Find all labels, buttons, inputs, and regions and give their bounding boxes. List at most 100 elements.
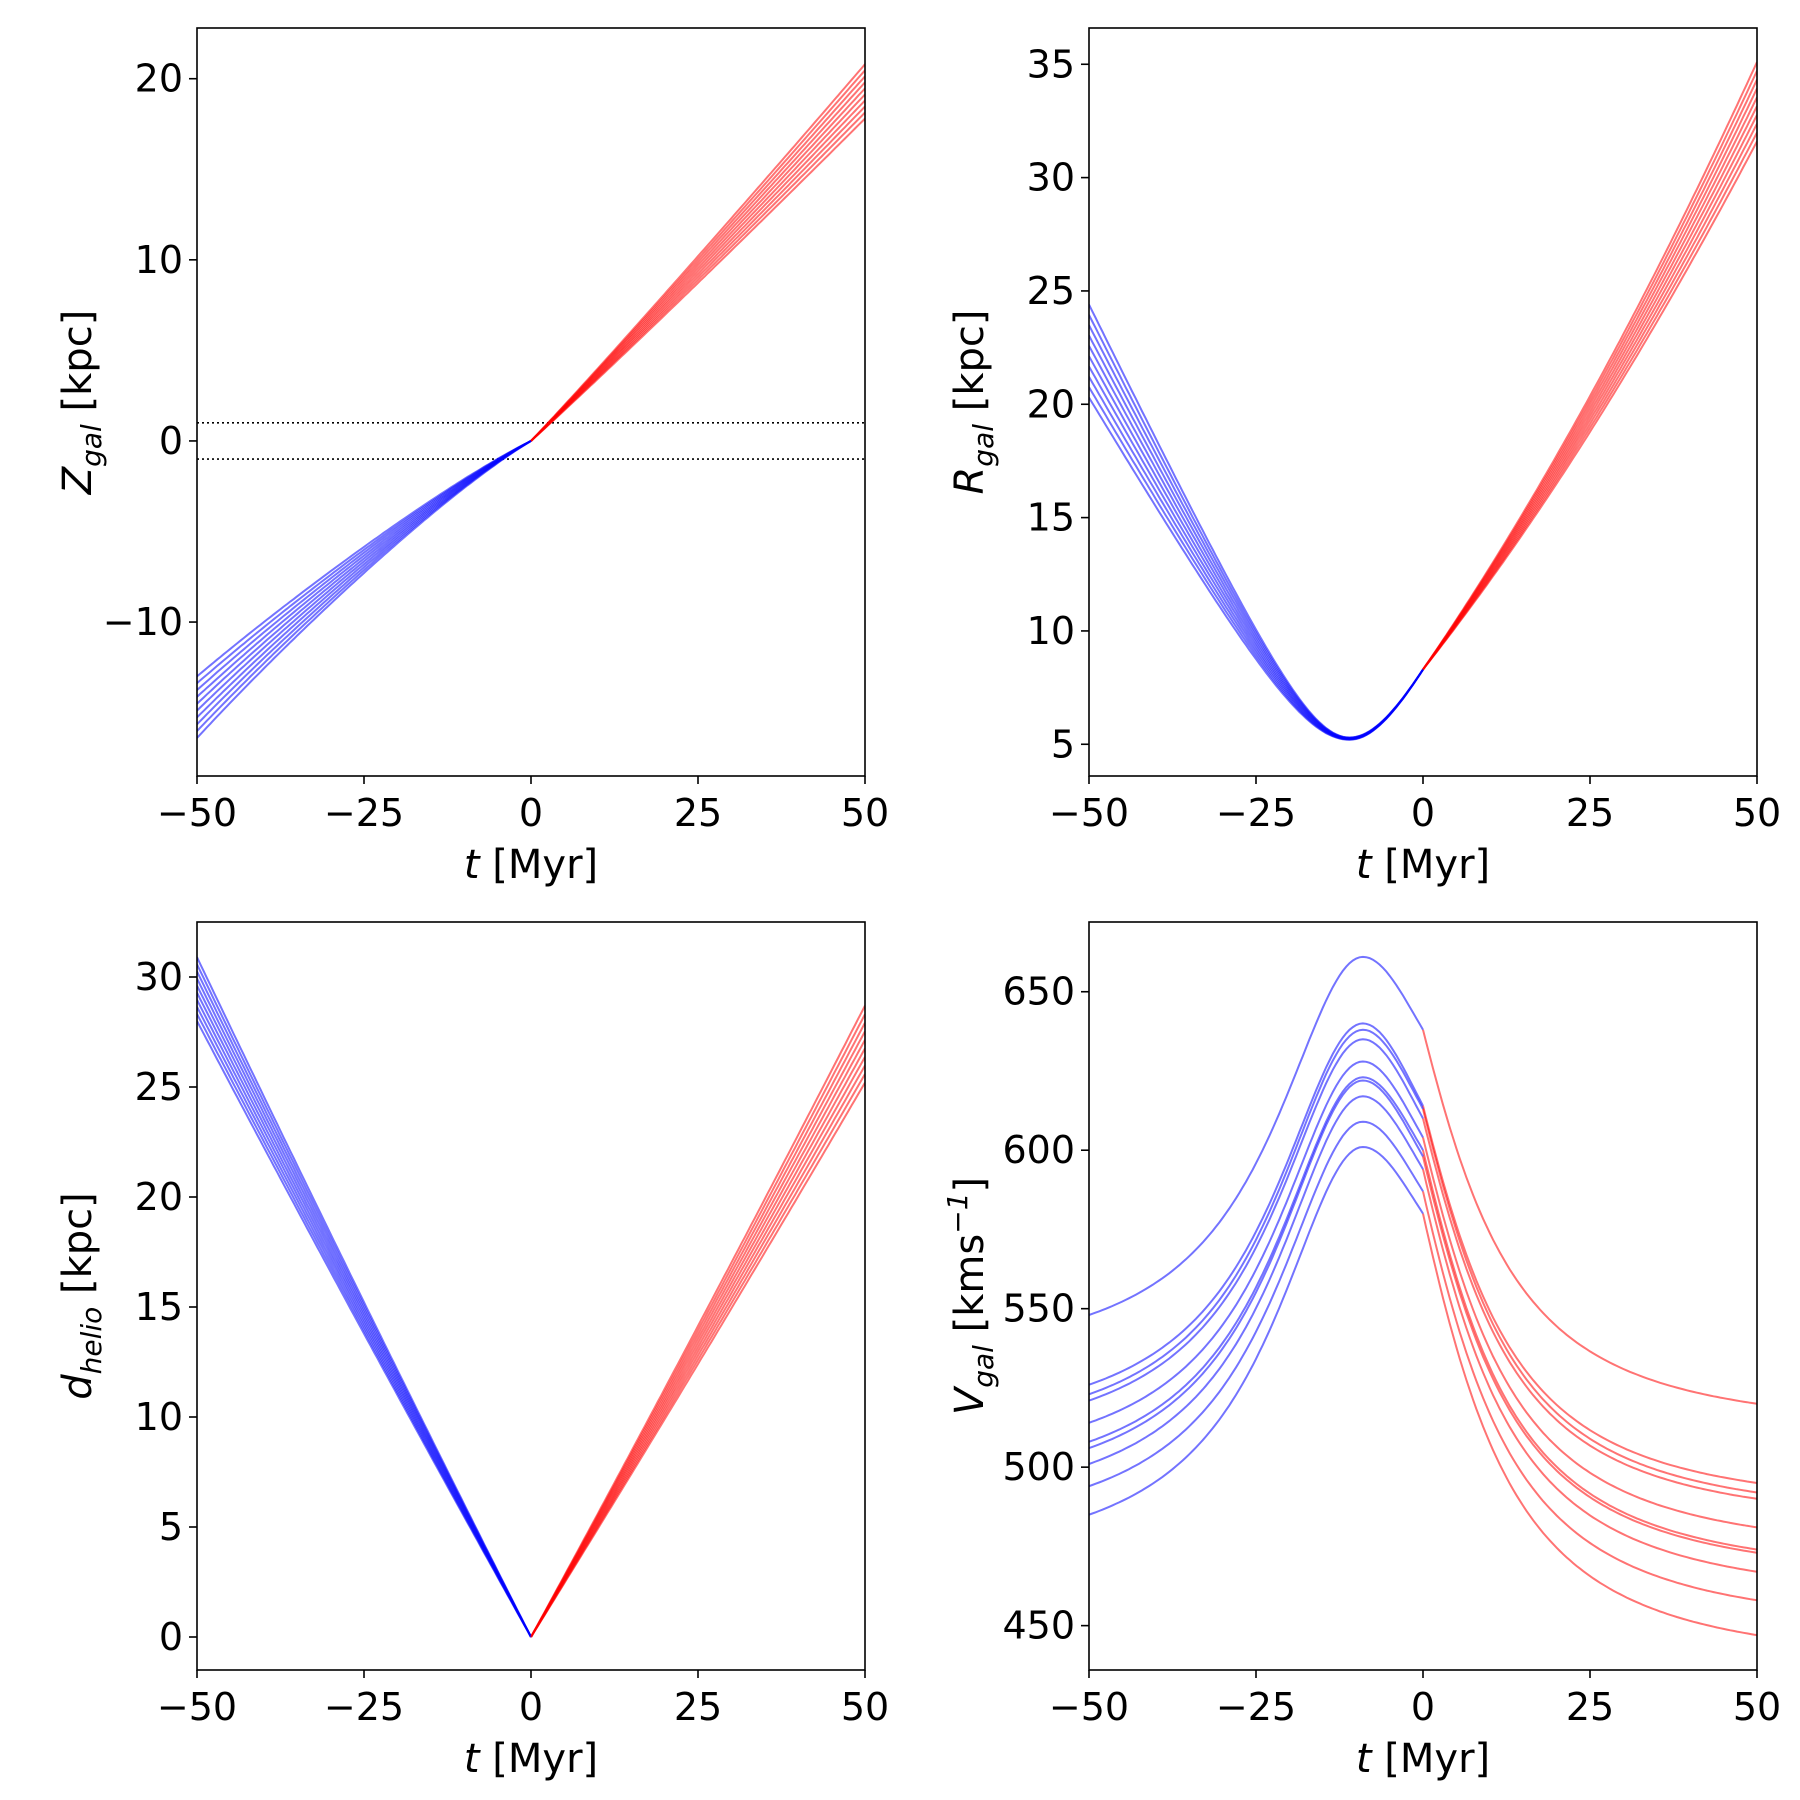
y-tick-label: 10	[135, 1395, 183, 1439]
orbit-past-line	[197, 440, 532, 678]
y-tick-label: −10	[103, 600, 183, 644]
orbit-past-line	[197, 956, 532, 1638]
y-tick-label: 25	[135, 1065, 183, 1109]
orbit-lines	[1089, 955, 1757, 1637]
x-axis-label: t [Myr]	[1356, 842, 1490, 888]
orbit-past-line	[197, 440, 532, 719]
orbit-past-line	[1089, 1028, 1424, 1396]
y-axis-label: dhelio [kpc]	[55, 1192, 108, 1400]
y-tick-label: 650	[1002, 970, 1075, 1014]
orbit-future-line	[1422, 1213, 1757, 1637]
x-tick-label: 50	[1733, 791, 1781, 835]
orbit-future-line	[1422, 1137, 1757, 1529]
x-tick-label: −25	[324, 791, 404, 835]
y-axis-main: R	[947, 467, 993, 495]
y-tick-label: 5	[1051, 722, 1075, 766]
orbit-future-line	[1422, 1168, 1757, 1573]
y-tick-label: 20	[135, 57, 183, 101]
x-tick-label: 50	[1733, 1685, 1781, 1729]
x-axis-label: t [Myr]	[464, 842, 598, 888]
y-tick-label: 10	[135, 238, 183, 282]
orbit-past-line	[1089, 1120, 1424, 1488]
orbit-past-line	[1089, 1079, 1424, 1450]
y-tick-label: 450	[1002, 1604, 1075, 1648]
orbit-past-line	[1089, 335, 1424, 740]
y-tick-label: 5	[159, 1505, 183, 1549]
x-axis-var: t	[464, 1736, 481, 1782]
x-tick-label: 50	[841, 1685, 889, 1729]
x-axis-unit: [Myr]	[1372, 1736, 1491, 1782]
x-tick-label: 25	[674, 1685, 722, 1729]
orbit-past-line	[197, 440, 532, 712]
x-tick-label: −25	[324, 1685, 404, 1729]
x-tick-label: 25	[1566, 1685, 1614, 1729]
orbit-future-line	[1422, 1108, 1757, 1494]
y-tick-label: 30	[1027, 156, 1075, 200]
x-tick-label: −25	[1216, 791, 1296, 835]
y-tick-label: 30	[135, 955, 183, 999]
axes-frame	[196, 27, 866, 777]
y-axis-main: V	[947, 1385, 993, 1415]
y-tick-label: 500	[1002, 1445, 1075, 1489]
y-axis-sub: gal	[967, 424, 1000, 467]
x-tick-label: −50	[1049, 1685, 1129, 1729]
orbit-past-line	[1089, 1145, 1424, 1516]
y-axis-label: Zgal [kpc]	[55, 310, 108, 496]
x-axis-unit: [Myr]	[1372, 842, 1491, 888]
y-axis-unit: [kpc]	[947, 310, 993, 424]
panel-v: −50 −25 0 25 50 450 500 550 600 650 t [Myr] Vgal [k…	[941, 921, 1781, 1782]
x-tick-label: 25	[674, 791, 722, 835]
x-axis-var: t	[464, 842, 481, 888]
y-tick-label: 0	[159, 1615, 183, 1659]
x-tick-label: −50	[157, 1685, 237, 1729]
orbit-past-line	[1089, 1076, 1424, 1443]
axes-frame	[1088, 27, 1758, 777]
x-axis-label: t [Myr]	[1356, 1736, 1490, 1782]
panel-z: −50 −25 0 25 50 −10 0 10 20 t [Myr] Zgal [kpc]	[55, 27, 889, 888]
orbit-future-line	[530, 1005, 865, 1638]
x-tick-label: 0	[519, 1685, 543, 1729]
y-axis-sub: gal	[967, 1345, 1000, 1388]
y-tick-label: 0	[159, 419, 183, 463]
x-tick-label: −50	[157, 791, 237, 835]
orbit-past-line	[1089, 396, 1424, 741]
y-tick-label: 15	[135, 1285, 183, 1329]
x-axis-unit: [Myr]	[480, 1736, 599, 1782]
orbit-lines	[1089, 61, 1757, 741]
orbit-past-line	[1089, 1060, 1424, 1424]
y-axis-sub: gal	[75, 424, 108, 467]
y-axis-main: d	[55, 1374, 101, 1400]
x-axis-var: t	[1356, 1736, 1373, 1782]
y-axis-label: Vgal [kms−1]	[941, 1177, 1000, 1415]
orbit-lines	[197, 956, 865, 1638]
orbit-past-line	[197, 440, 532, 725]
y-tick-label: 550	[1002, 1287, 1075, 1331]
y-tick-label: 25	[1027, 269, 1075, 313]
panel-r: −50 −25 0 25 50 5 10 15 20 25 30 35 t [Myr] Rgal [kpc…	[947, 27, 1781, 888]
orbit-future-line	[530, 63, 865, 442]
x-tick-label: −50	[1049, 791, 1129, 835]
orbit-past-line	[1089, 324, 1424, 740]
y-axis-label: Rgal [kpc]	[947, 310, 1000, 495]
panel-d: −50 −25 0 25 50 0 5 10 15 20 25 30 t [Myr] dhelio [kp…	[55, 921, 889, 1782]
orbit-past-line	[1089, 955, 1424, 1316]
y-tick-label: 20	[1027, 382, 1075, 426]
orbit-past-line	[1089, 304, 1424, 739]
orbit-past-line	[1089, 1022, 1424, 1386]
orbit-past-line	[1089, 1095, 1424, 1465]
y-tick-label: 10	[1027, 609, 1075, 653]
y-axis-unit: [kpc]	[55, 1192, 101, 1306]
orbit-future-line	[1422, 1118, 1757, 1500]
y-axis-unit: [kms	[947, 1234, 993, 1345]
x-tick-label: 25	[1566, 791, 1614, 835]
orbit-past-line	[1089, 1038, 1424, 1402]
orbit-future-line	[1422, 70, 1757, 671]
x-tick-label: 0	[519, 791, 543, 835]
orbit-past-line	[197, 440, 532, 739]
x-tick-label: −25	[1216, 1685, 1296, 1729]
y-axis-sup: −1	[941, 1192, 974, 1233]
y-axis-main: Z	[55, 465, 101, 495]
orbit-future-line	[1422, 1105, 1757, 1484]
x-tick-label: 0	[1411, 1685, 1435, 1729]
